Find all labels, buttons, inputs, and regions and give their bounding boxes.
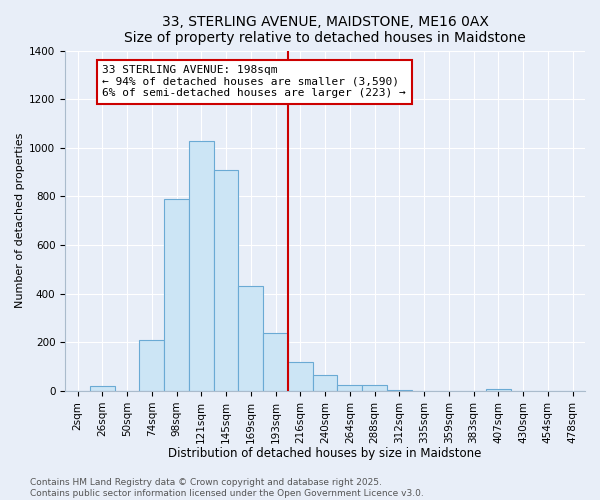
Bar [313, 375, 337, 391]
Text: Contains HM Land Registry data © Crown copyright and database right 2025.
Contai: Contains HM Land Registry data © Crown c… [30, 478, 424, 498]
Bar [362, 385, 387, 391]
Bar [288, 362, 313, 391]
Bar [263, 332, 288, 391]
Bar [139, 340, 164, 391]
Y-axis label: Number of detached properties: Number of detached properties [15, 133, 25, 308]
Title: 33, STERLING AVENUE, MAIDSTONE, ME16 0AX
Size of property relative to detached h: 33, STERLING AVENUE, MAIDSTONE, ME16 0AX… [124, 15, 526, 45]
Bar [486, 388, 511, 391]
Bar [387, 390, 412, 391]
Bar [337, 385, 362, 391]
Text: 33 STERLING AVENUE: 198sqm
← 94% of detached houses are smaller (3,590)
6% of se: 33 STERLING AVENUE: 198sqm ← 94% of deta… [102, 65, 406, 98]
Bar [164, 199, 189, 391]
Bar [238, 286, 263, 391]
Bar [214, 170, 238, 391]
Bar [189, 140, 214, 391]
X-axis label: Distribution of detached houses by size in Maidstone: Distribution of detached houses by size … [169, 447, 482, 460]
Bar [90, 386, 115, 391]
